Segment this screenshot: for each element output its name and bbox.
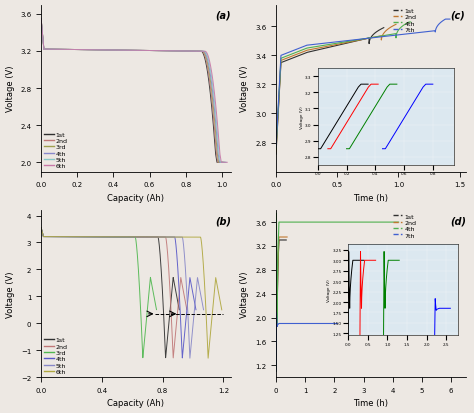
Text: (c): (c) — [451, 11, 465, 21]
X-axis label: Capacity (Ah): Capacity (Ah) — [108, 399, 164, 408]
Legend: 1st, 2nd, 4th, 7th: 1st, 2nd, 4th, 7th — [393, 214, 416, 238]
X-axis label: Capacity (Ah): Capacity (Ah) — [108, 193, 164, 202]
Legend: 1st, 2nd, 4th, 7th: 1st, 2nd, 4th, 7th — [393, 9, 416, 33]
Legend: 1st, 2nd, 3rd, 4th, 5th, 6th: 1st, 2nd, 3rd, 4th, 5th, 6th — [44, 132, 67, 169]
Legend: 1st, 2nd, 3rd, 4th, 5th, 6th: 1st, 2nd, 3rd, 4th, 5th, 6th — [44, 337, 67, 374]
Y-axis label: Voltage (V): Voltage (V) — [240, 271, 249, 317]
Y-axis label: Voltage (V): Voltage (V) — [240, 66, 249, 112]
X-axis label: Time (h): Time (h) — [354, 193, 388, 202]
X-axis label: Time (h): Time (h) — [354, 399, 388, 408]
Y-axis label: Voltage (V): Voltage (V) — [6, 66, 15, 112]
Text: (d): (d) — [451, 216, 466, 225]
Text: (b): (b) — [216, 216, 232, 225]
Y-axis label: Voltage (V): Voltage (V) — [7, 271, 16, 317]
Text: (a): (a) — [216, 11, 231, 21]
